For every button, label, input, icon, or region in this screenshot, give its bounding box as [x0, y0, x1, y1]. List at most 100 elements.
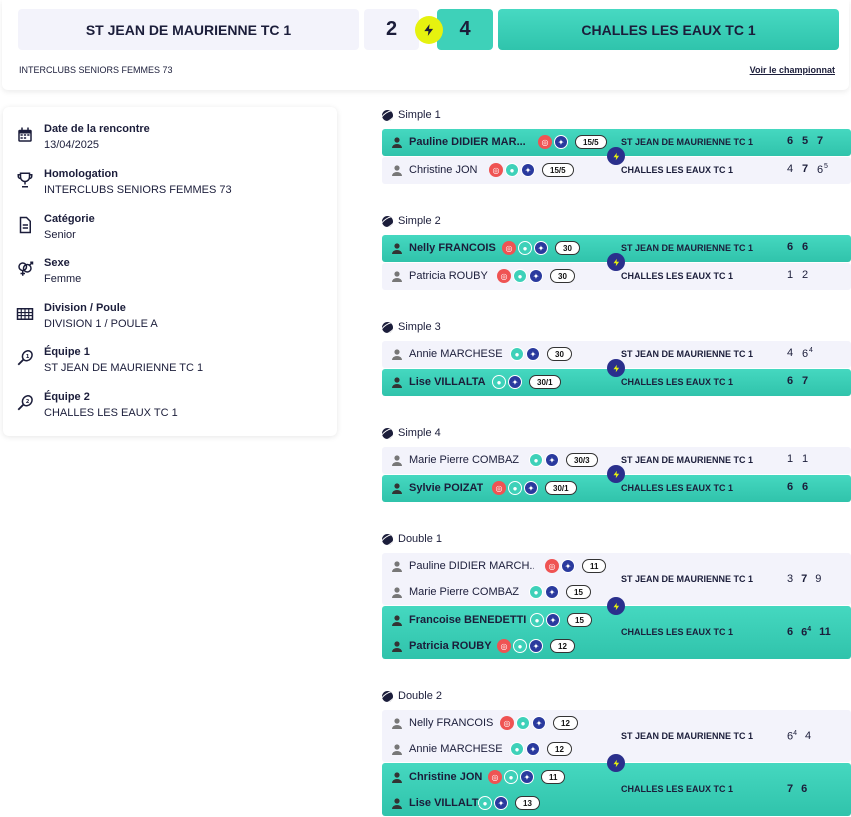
player-row[interactable]: Christine JON ◎ ● ✦ 15/5 CHALLES LES EAUX T… — [382, 157, 851, 184]
person-icon — [392, 561, 402, 572]
tennis-badge-icon: ● — [492, 375, 506, 389]
ranking-badge: 30 — [550, 269, 575, 283]
player-name[interactable]: Marie Pierre COMBAZ — [409, 586, 520, 598]
set-score: 6 — [787, 241, 794, 253]
player-name[interactable]: Christine JON — [409, 164, 478, 176]
team-name: CHALLES LES EAUX TC 1 — [621, 271, 734, 281]
player-row[interactable]: Patricia ROUBY ◎ ● ✦ 30 CHALLES LES EAUX TC… — [382, 263, 851, 290]
player-name[interactable]: Francoise BENEDETTI — [409, 614, 527, 626]
league-badge-icon: ✦ — [546, 613, 560, 627]
tiebreak-score: 4 — [807, 626, 812, 633]
player-badges: ● ✦ 30/1 — [492, 375, 561, 389]
match-info-card: Date de la rencontre 13/04/2025 Homologa… — [3, 107, 337, 436]
match-title-text: Double 1 — [398, 533, 443, 545]
player-name[interactable]: Lise VILLALTA — [409, 797, 486, 809]
player-name[interactable]: Marie Pierre COMBAZ — [409, 454, 520, 466]
player-line[interactable]: Christine JON ◎ ● ✦ 11 — [382, 764, 612, 790]
info-value: 13/04/2025 — [44, 139, 100, 151]
team-name: ST JEAN DE MAURIENNE TC 1 — [621, 137, 754, 147]
player-badges: ● ✦ 15 — [529, 585, 591, 599]
match-header: ST JEAN DE MAURIENNE TC 1 2 4 CHALLES LE… — [2, 0, 849, 90]
person-icon — [392, 271, 402, 282]
info-label: Homologation — [44, 168, 118, 180]
info-team1: 1 Équipe 1 ST JEAN DE MAURIENNE TC 1 — [3, 346, 333, 386]
ranking-badge: 15 — [566, 585, 591, 599]
team1-score: 2 — [364, 9, 419, 50]
player-line[interactable]: Nelly FRANCOIS ◎ ● ✦ 12 — [382, 710, 612, 736]
player-name[interactable]: Lise VILLALTA — [409, 376, 486, 388]
tennis-ball-icon — [382, 109, 393, 121]
club-badge-icon: ◎ — [492, 481, 506, 495]
league-badge-icon: ✦ — [532, 716, 546, 730]
player-name[interactable]: Patricia ROUBY — [409, 270, 488, 282]
player-name[interactable]: Sylvie POIZAT — [409, 482, 484, 494]
person-icon — [392, 587, 402, 598]
player-line[interactable]: Marie Pierre COMBAZ ● ✦ 15 — [382, 579, 612, 605]
player-row[interactable]: Marie Pierre COMBAZ ● ✦ 30/3 ST JEAN DE MA… — [382, 447, 851, 474]
competition-label: INTERCLUBS SENIORS FEMMES 73 — [19, 65, 173, 75]
player-name[interactable]: Annie MARCHESE — [409, 743, 503, 755]
ranking-badge: 15/5 — [542, 163, 574, 177]
set-score: 6 — [787, 730, 794, 743]
info-label: Division / Poule — [44, 302, 126, 314]
player-name[interactable]: Annie MARCHESE — [409, 348, 503, 360]
player-line[interactable]: Annie MARCHESE ● ✦ 12 — [382, 736, 612, 762]
player-name[interactable]: Christine JON — [409, 771, 483, 783]
svg-text:2: 2 — [26, 399, 30, 405]
team-name: ST JEAN DE MAURIENNE TC 1 — [621, 574, 754, 584]
bolt-icon — [607, 465, 625, 483]
ranking-badge: 30/3 — [566, 453, 598, 467]
set-score: 2 — [802, 269, 809, 281]
player-badges: ● ✦ 30/3 — [529, 453, 598, 467]
player-name[interactable]: Nelly FRANCOIS — [409, 717, 494, 729]
match-title: Simple 1 — [382, 109, 441, 121]
league-badge-icon: ✦ — [524, 481, 538, 495]
player-name[interactable]: Nelly FRANCOIS — [409, 242, 496, 254]
team-name: ST JEAN DE MAURIENNE TC 1 — [621, 349, 754, 359]
set-scores: 4 7 65 — [787, 163, 828, 176]
pair-row[interactable]: Francoise BENEDETTI ● ✦ 15 Patricia ROUBY … — [382, 606, 851, 659]
league-badge-icon: ✦ — [529, 269, 543, 283]
player-badges: ◎ ● ✦ 30 — [502, 241, 580, 255]
set-score: 4 — [787, 347, 794, 359]
pair-row[interactable]: Pauline DIDIER MARCH... ◎ ✦ 11 Marie Pierr… — [382, 553, 851, 605]
ranking-badge: 30 — [555, 241, 580, 255]
set-score: 5 — [802, 135, 809, 147]
tennis-ball-icon — [382, 321, 393, 333]
player-row[interactable]: Pauline DIDIER MAR... ◎ ✦ 15/5 ST JEAN DE … — [382, 129, 851, 156]
player-badges: ◎ ● ✦ 30 — [497, 269, 575, 283]
info-value: ST JEAN DE MAURIENNE TC 1 — [44, 362, 204, 374]
set-score: 6 — [801, 626, 808, 639]
player-line[interactable]: Pauline DIDIER MARCH... ◎ ✦ 11 — [382, 553, 612, 579]
league-badge-icon: ✦ — [494, 796, 508, 810]
team2-name[interactable]: CHALLES LES EAUX TC 1 — [498, 9, 839, 50]
person-icon — [392, 165, 402, 176]
player-row[interactable]: Annie MARCHESE ● ✦ 30 ST JEAN DE MAURIENNE… — [382, 341, 851, 368]
tennis-badge-icon: ● — [510, 742, 524, 756]
info-date: Date de la rencontre 13/04/2025 — [3, 123, 333, 163]
team1-name[interactable]: ST JEAN DE MAURIENNE TC 1 — [18, 9, 359, 50]
set-score: 6 — [787, 481, 794, 493]
view-championship-link[interactable]: Voir le championnat — [749, 65, 835, 75]
match-title: Double 1 — [382, 533, 442, 545]
set-score: 7 — [802, 163, 809, 175]
set-score: 11 — [819, 626, 831, 638]
set-score: 6 — [817, 163, 824, 176]
league-badge-icon: ✦ — [545, 585, 559, 599]
player-badges: ◎ ● ✦ 12 — [500, 716, 578, 730]
player-line[interactable]: Lise VILLALTA ● ✦ 13 — [382, 790, 612, 816]
player-name[interactable]: Pauline DIDIER MAR... — [409, 136, 526, 148]
ranking-badge: 12 — [547, 742, 572, 756]
player-line[interactable]: Patricia ROUBY ◎ ● ✦ 12 — [382, 633, 612, 659]
set-score: 6 — [787, 375, 794, 387]
player-line[interactable]: Francoise BENEDETTI ● ✦ 15 — [382, 607, 612, 633]
ranking-badge: 30/1 — [545, 481, 577, 495]
pair-row[interactable]: Nelly FRANCOIS ◎ ● ✦ 12 Annie MARCHESE ● ✦ 12… — [382, 710, 851, 762]
player-name[interactable]: Pauline DIDIER MARCH... — [409, 560, 534, 572]
player-name[interactable]: Patricia ROUBY — [409, 640, 492, 652]
